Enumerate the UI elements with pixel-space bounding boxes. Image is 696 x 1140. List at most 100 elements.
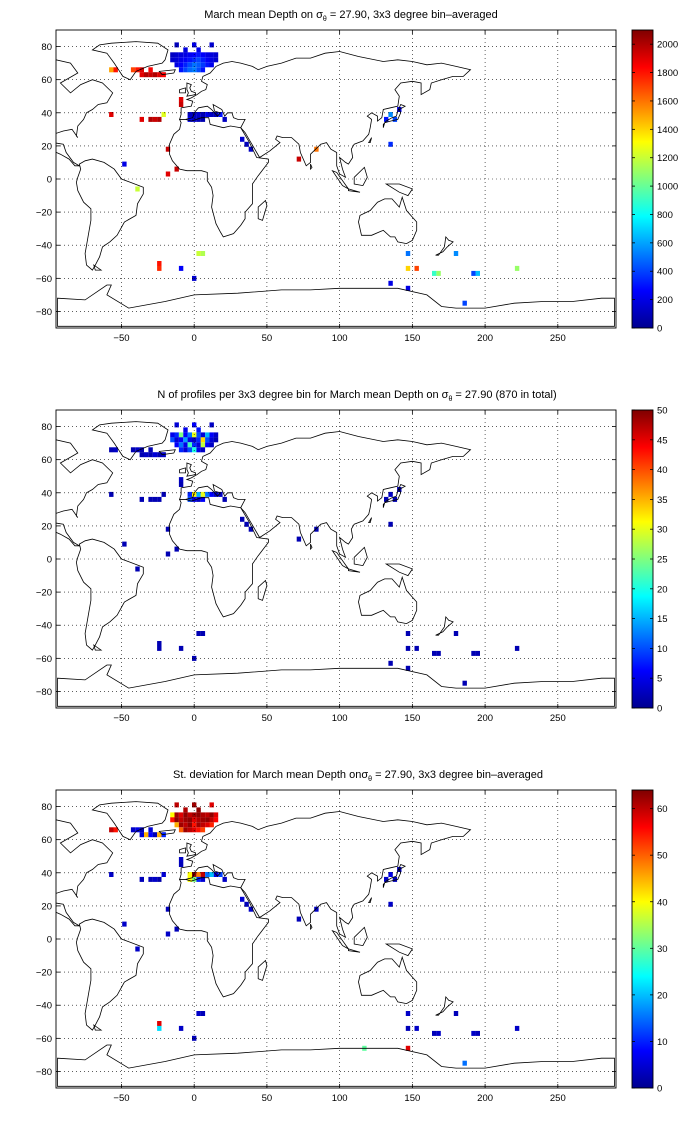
data-cell: [178, 432, 184, 438]
data-cell: [178, 52, 184, 58]
data-cell: [213, 57, 219, 63]
colorbar-tick-label: 1200: [657, 153, 678, 164]
coastline: [158, 69, 176, 76]
data-cell: [205, 52, 210, 58]
data-cell: [205, 491, 210, 497]
data-cell: [187, 112, 192, 117]
data-cell: [471, 270, 476, 276]
x-tick-label: 50: [262, 333, 273, 344]
panel-profile-count: N of profiles per 3x3 degree bin for Mar…: [36, 389, 668, 724]
data-cell: [200, 822, 206, 828]
coastline: [75, 158, 144, 271]
data-cell: [475, 270, 480, 276]
colorbar-tick-label: 10: [657, 644, 668, 655]
data-cell: [196, 631, 201, 636]
coastline: [186, 842, 196, 857]
panel-title: March mean Depth on σθ = 27.90, 3x3 degr…: [204, 9, 498, 23]
data-cell: [183, 807, 188, 813]
data-cell: [170, 817, 175, 823]
data-cell: [405, 665, 411, 671]
data-cell: [453, 1011, 459, 1016]
data-cell: [209, 42, 214, 48]
data-cell: [462, 300, 467, 306]
y-tick-label: −80: [36, 307, 52, 318]
data-cell: [196, 496, 201, 502]
colorbar-tick-label: 50: [657, 851, 668, 862]
data-cell: [196, 57, 201, 63]
data-cell: [174, 52, 179, 58]
data-cell: [205, 62, 210, 68]
x-tick-label: 150: [404, 713, 420, 724]
colorbar-tick-label: 20: [657, 584, 668, 595]
coastline: [158, 829, 176, 836]
x-tick-label: −50: [113, 333, 129, 344]
data-cell: [174, 546, 179, 552]
panel-title: N of profiles per 3x3 degree bin for Mar…: [157, 389, 556, 403]
coastline: [179, 431, 472, 559]
data-cell: [174, 42, 179, 48]
coastline: [169, 877, 269, 998]
data-cell: [192, 57, 197, 63]
data-cell: [205, 432, 210, 438]
data-cell: [388, 901, 393, 907]
y-tick-label: −60: [36, 1034, 52, 1045]
data-cell: [209, 422, 214, 428]
coastline: [179, 87, 186, 94]
data-cell: [248, 526, 254, 532]
data-cell: [183, 47, 188, 53]
data-cell: [148, 876, 153, 882]
map-layer: [56, 421, 615, 707]
data-cell: [139, 496, 144, 502]
coastline: [91, 421, 169, 461]
data-cell: [296, 536, 302, 542]
coastline: [435, 995, 454, 1016]
data-cell: [248, 146, 254, 152]
y-tick-label: 80: [41, 802, 52, 813]
x-tick-label: 50: [262, 713, 273, 724]
data-cell: [170, 57, 175, 63]
data-cell: [192, 827, 197, 833]
data-cell: [109, 67, 114, 73]
coastline: [382, 863, 407, 888]
data-cell: [187, 62, 192, 68]
data-cell: [148, 496, 153, 502]
data-cell: [244, 901, 249, 907]
data-cell: [144, 832, 149, 838]
data-cell: [514, 645, 520, 651]
data-cell: [130, 447, 136, 453]
colorbar-tick-label: 30: [657, 525, 668, 536]
data-cell: [392, 876, 398, 882]
data-cell: [192, 822, 197, 828]
data-cell: [130, 827, 136, 833]
x-tick-label: 250: [550, 1093, 566, 1104]
colorbar-tick-label: 20: [657, 990, 668, 1001]
data-cell: [200, 876, 206, 882]
data-cell: [135, 67, 140, 73]
data-cell: [200, 62, 206, 68]
y-tick-label: 60: [41, 455, 52, 466]
data-cell: [405, 1025, 411, 1031]
data-cell: [183, 67, 188, 73]
data-cell: [170, 812, 175, 818]
data-cell: [152, 832, 158, 838]
data-cell: [165, 146, 171, 152]
y-tick-label: 20: [41, 521, 52, 532]
data-cell: [157, 1025, 162, 1031]
data-cell: [183, 52, 188, 58]
data-cell: [200, 251, 206, 256]
colorbar-tick-label: 1000: [657, 182, 678, 193]
coastline: [57, 284, 615, 327]
colorbar-tick-label: 15: [657, 614, 668, 625]
coastline: [348, 568, 361, 573]
data-cell: [209, 62, 214, 68]
y-tick-label: −80: [36, 687, 52, 698]
data-cell: [196, 817, 201, 823]
y-tick-label: −80: [36, 1067, 52, 1078]
data-cell: [196, 52, 201, 58]
y-tick-label: −40: [36, 621, 52, 632]
data-cell: [200, 872, 206, 877]
data-cell: [196, 432, 201, 438]
data-cell: [436, 1030, 441, 1036]
data-cell: [314, 906, 319, 912]
